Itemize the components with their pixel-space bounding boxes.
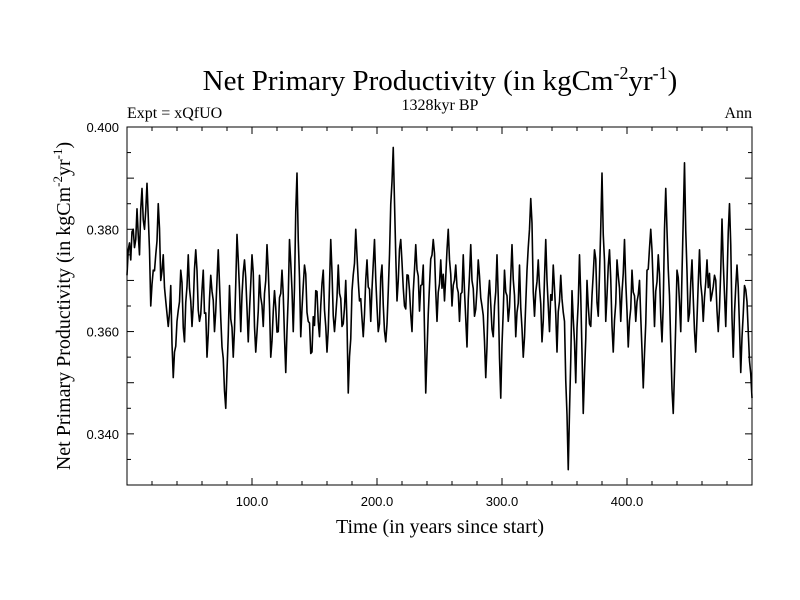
y-tick-label: 0.380 — [86, 222, 119, 237]
x-tick-label: 300.0 — [486, 494, 519, 509]
x-tick-label: 100.0 — [236, 494, 269, 509]
x-axis: 100.0 200.0 300.0 400.0 — [151, 127, 728, 509]
y-axis-label: Net Primary Productivity (in kgCm-2yr-1) — [50, 142, 75, 470]
series-layer — [126, 146, 753, 471]
x-tick-label: 200.0 — [361, 494, 394, 509]
chart-subtitle: 1328kyr BP — [402, 97, 479, 114]
experiment-label: Expt = xQfUO — [127, 105, 222, 122]
y-axis: 0.340 0.360 0.380 0.400 — [86, 120, 752, 460]
season-label: Ann — [724, 105, 752, 122]
series-line-npp — [126, 146, 753, 471]
x-axis-label: Time (in years since start) — [336, 516, 544, 538]
chart-title: Net Primary Productivity (in kgCm-2yr-1) — [203, 63, 678, 97]
y-tick-label: 0.340 — [86, 427, 119, 442]
y-tick-label: 0.400 — [86, 120, 119, 135]
x-tick-label: 400.0 — [611, 494, 644, 509]
y-tick-label: 0.360 — [86, 325, 119, 340]
